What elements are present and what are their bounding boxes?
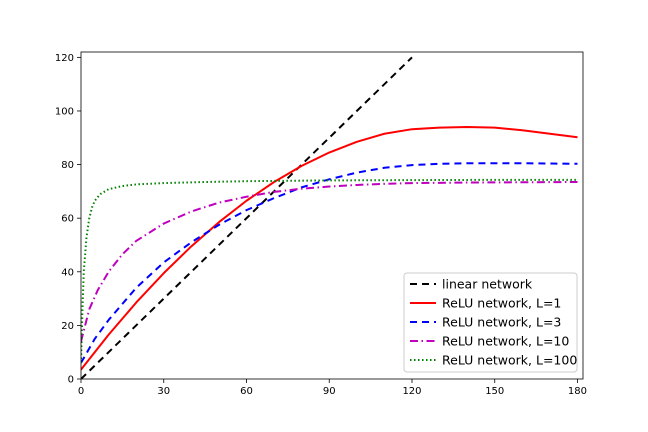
x-tick-label: 180 (568, 386, 587, 397)
legend-label: ReLU network, L=3 (442, 315, 561, 330)
series-line-4 (81, 181, 578, 342)
legend-label: ReLU network, L=1 (442, 296, 561, 311)
legend: linear network ReLU network, L=1 ReLU netw… (403, 272, 578, 373)
x-tick-label: 0 (78, 386, 84, 397)
x-tick-label: 120 (402, 386, 421, 397)
x-tick-label: 150 (485, 386, 504, 397)
y-tick-label: 100 (55, 106, 74, 117)
y-tick-label: 80 (61, 160, 74, 171)
y-axis: 0 20 40 60 80 100 120 (55, 53, 81, 386)
y-tick-label: 120 (55, 53, 74, 64)
legend-box (403, 272, 578, 373)
series-line-5 (81, 178, 578, 363)
x-axis: 0 30 60 90 120 150 180 (78, 379, 587, 397)
x-tick-label: 90 (323, 386, 336, 397)
legend-label: linear network (442, 277, 533, 292)
plot-frame (80, 51, 584, 380)
y-tick-label: 60 (61, 214, 74, 225)
y-tick-label: 20 (61, 321, 74, 332)
series-layer (81, 56, 578, 379)
series-line-2 (81, 126, 578, 371)
series-line-3 (81, 162, 578, 364)
y-tick-label: 0 (68, 375, 74, 386)
series-line-1 (81, 56, 413, 379)
x-tick-label: 30 (157, 386, 170, 397)
legend-label: ReLU network, L=100 (442, 353, 577, 368)
legend-label: ReLU network, L=10 (442, 334, 569, 349)
y-tick-label: 40 (61, 267, 74, 278)
x-tick-label: 60 (240, 386, 253, 397)
